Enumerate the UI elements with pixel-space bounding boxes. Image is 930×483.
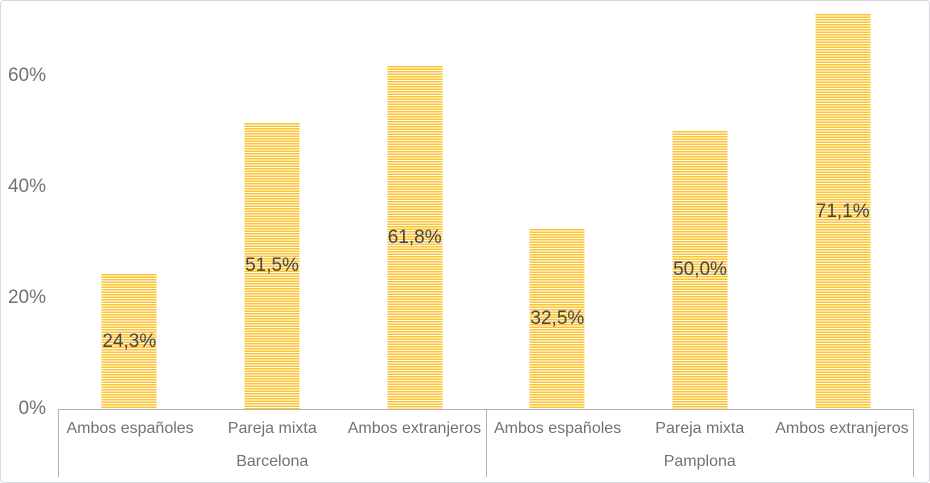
category-label: Ambos extranjeros bbox=[347, 419, 482, 437]
bar-value-label: 32,5% bbox=[530, 308, 585, 329]
y-tick-label: 40% bbox=[7, 175, 46, 197]
category-label: Ambos españoles bbox=[493, 419, 622, 437]
bar-value-label: 50,0% bbox=[673, 259, 727, 280]
bar-slot: 51,5% bbox=[201, 1, 344, 409]
category-label: Pareja mixta bbox=[655, 419, 745, 437]
bar-pamplona-1: 32,5% bbox=[529, 229, 585, 409]
bar-slot: 24,3% bbox=[58, 1, 201, 409]
category-row: Ambos españoles Pareja mixta Ambos extranj… bbox=[487, 410, 914, 447]
bar-barcelona-1: 24,3% bbox=[101, 274, 157, 409]
bar-slot: 61,8% bbox=[343, 1, 486, 409]
group-label: Barcelona bbox=[236, 453, 309, 470]
bar-slot: 50,0% bbox=[629, 1, 772, 409]
bar-value-label: 51,5% bbox=[245, 255, 299, 276]
category-label: Ambos españoles bbox=[66, 419, 194, 437]
bar-value-label: 61,8% bbox=[387, 226, 442, 248]
y-axis: 0% 20% 40% 60% bbox=[1, 1, 46, 419]
category-row: Ambos españoles Pareja mixta Ambos extranj… bbox=[59, 410, 486, 447]
x-axis-band: Ambos españoles Pareja mixta Ambos extranj… bbox=[58, 409, 914, 477]
bar-barcelona-3: 61,8% bbox=[387, 66, 443, 409]
bar-value-label: 71,1% bbox=[815, 200, 870, 222]
axis-group-barcelona: Ambos españoles Pareja mixta Ambos extranj… bbox=[59, 410, 486, 477]
bar-value-label: 24,3% bbox=[102, 330, 157, 352]
y-tick-label: 60% bbox=[7, 64, 46, 86]
group-label: Pamplona bbox=[663, 453, 736, 470]
y-tick-label: 0% bbox=[18, 398, 46, 419]
bar-pamplona-2: 50,0% bbox=[672, 131, 728, 409]
bar-slot: 32,5% bbox=[486, 1, 629, 409]
category-label: Pareja mixta bbox=[227, 419, 317, 437]
bar-pamplona-3: 71,1% bbox=[815, 14, 871, 409]
plot-area: 24,3% 51,5% 61,8% 32,5% 50,0% 71,1% bbox=[58, 1, 914, 409]
bar-slot: 71,1% bbox=[771, 1, 914, 409]
category-label: Ambos extranjeros bbox=[775, 419, 909, 437]
bar-barcelona-2: 51,5% bbox=[244, 123, 300, 409]
axis-group-pamplona: Ambos españoles Pareja mixta Ambos extranj… bbox=[485, 410, 914, 477]
y-tick-label: 20% bbox=[7, 286, 46, 308]
